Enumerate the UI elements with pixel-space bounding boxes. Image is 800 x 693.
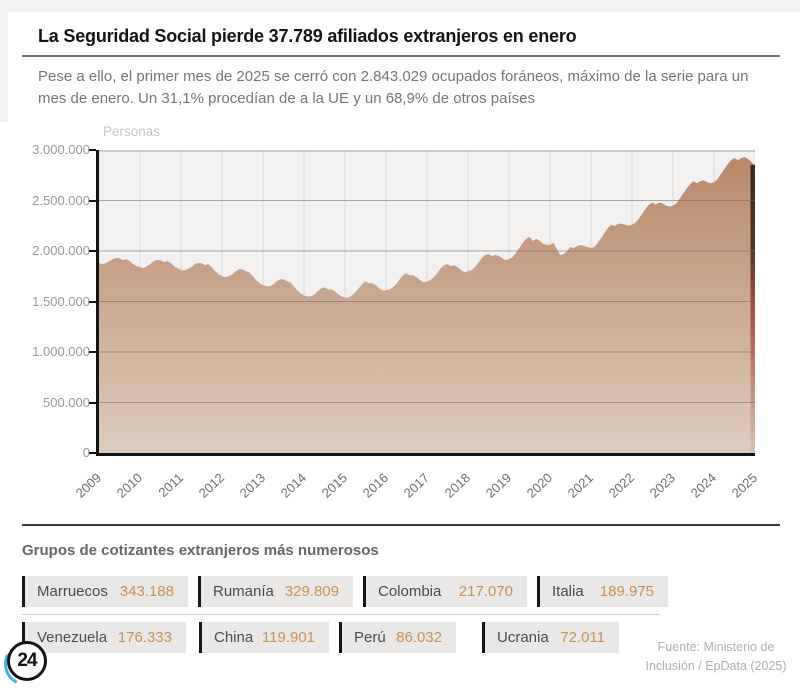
y-tick-label: 1.000.000 — [32, 344, 90, 359]
group-badge-peru: Perú 86.032 — [339, 622, 456, 653]
groups-row-2: Venezuela 176.333 China 119.901 Perú 86.… — [22, 622, 619, 653]
y-tick-mark — [89, 300, 96, 303]
country-label: Rumanía — [213, 583, 274, 600]
groups-heading: Grupos de cotizantes extranjeros más num… — [22, 542, 379, 559]
group-badge-marruecos: Marruecos 343.188 — [22, 576, 188, 607]
y-tick-mark — [89, 149, 96, 151]
country-label: Venezuela — [37, 629, 108, 646]
left-background-strip — [0, 0, 8, 122]
country-label: Perú — [354, 629, 386, 646]
country-label: Ucrania — [497, 629, 549, 646]
source-line-1: Fuente: Ministerio de — [657, 640, 775, 654]
country-label: Marruecos — [37, 583, 108, 600]
country-label: Italia — [552, 583, 584, 600]
group-badge-ucrania: Ucrania 72.011 — [482, 622, 619, 653]
group-badge-china: China 119.901 — [199, 622, 329, 653]
group-badge-colombia: Colombia 217.070 — [363, 576, 527, 607]
y-tick-mark — [89, 250, 96, 252]
y-tick-label: 2.000.000 — [32, 243, 90, 258]
page-subtitle: Pese a ello, el primer mes de 2025 se ce… — [38, 68, 749, 107]
group-badge-rumania: Rumanía 329.809 — [198, 576, 353, 607]
country-value: 329.809 — [284, 583, 339, 600]
y-axis-title: Personas — [103, 124, 161, 139]
country-value: 119.901 — [261, 629, 315, 646]
country-value: 217.070 — [458, 583, 513, 600]
logo-ring-icon: 24 — [7, 641, 47, 681]
area-chart — [96, 150, 755, 456]
country-value: 72.011 — [560, 629, 605, 646]
page-title: La Seguridad Social pierde 37.789 afilia… — [38, 26, 577, 46]
area-chart-svg — [99, 150, 755, 453]
country-value: 86.032 — [396, 629, 442, 646]
epdata-24-logo: 24 — [0, 636, 54, 692]
source-attribution: Fuente: Ministerio de Inclusión / EpData… — [636, 638, 796, 676]
source-line-2: Inclusión / EpData (2025) — [645, 658, 787, 673]
section-divider — [22, 524, 780, 526]
y-tick-mark — [89, 199, 96, 202]
y-tick-label: 2.500.000 — [32, 192, 90, 208]
title-underline — [22, 55, 780, 57]
groups-row-1: Marruecos 343.188 Rumanía 329.809 Colomb… — [22, 576, 668, 607]
country-value: 343.188 — [119, 583, 174, 600]
country-value: 176.333 — [117, 629, 172, 646]
y-tick-label: 0 — [82, 445, 90, 460]
country-label: Colombia — [378, 583, 442, 600]
y-tick-label: 1.500.000 — [32, 293, 90, 309]
y-tick-mark — [89, 452, 96, 454]
groups-row-divider — [22, 614, 660, 615]
y-tick-label: 500.000 — [43, 394, 90, 410]
y-tick-mark — [89, 401, 96, 404]
y-tick-mark — [89, 351, 96, 353]
y-tick-label: 3.000.000 — [32, 142, 90, 157]
group-badge-venezuela: Venezuela 176.333 — [22, 622, 186, 653]
top-background-strip — [0, 0, 800, 12]
group-badge-italia: Italia 189.975 — [537, 576, 668, 607]
country-label: China — [214, 629, 254, 646]
country-value: 189.975 — [599, 583, 654, 600]
